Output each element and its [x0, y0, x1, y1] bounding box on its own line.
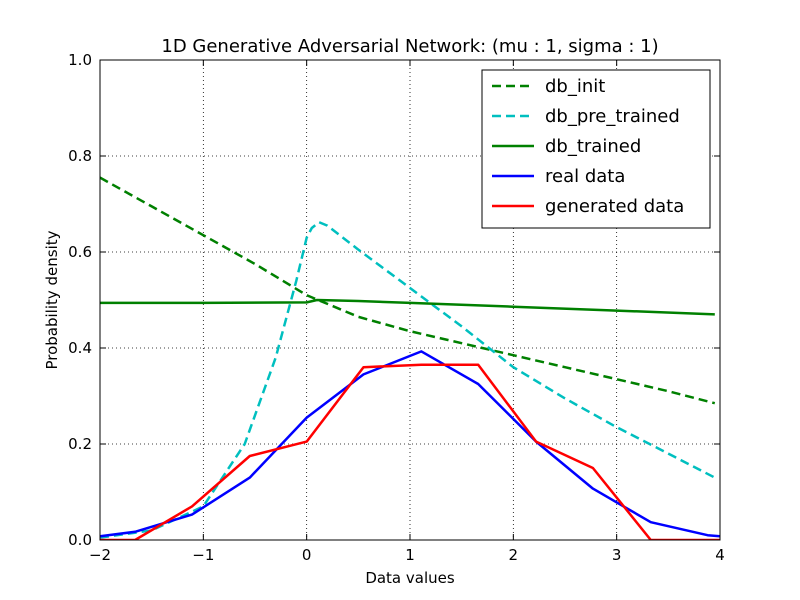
y-tick-label: 0.2	[68, 435, 92, 453]
x-tick-label: 3	[612, 546, 622, 564]
legend-label: db_pre_trained	[545, 106, 680, 127]
series-line-db-init	[100, 176, 716, 405]
y-axis-label: Probability density	[43, 230, 61, 369]
x-tick-label: 1	[405, 546, 415, 564]
y-tick-label: 0.0	[68, 531, 92, 549]
series-line-generated-data	[100, 363, 720, 540]
y-tick-label: 1.0	[68, 51, 92, 69]
legend-label: db_init	[545, 76, 605, 97]
ticks: −2 −1 0 1 2 3 4 0.0 0.2 0.4 0.6 0.8 1.0	[68, 51, 725, 564]
plot-area	[100, 176, 720, 540]
series-line-db-trained	[100, 298, 715, 316]
y-tick-label: 0.8	[68, 147, 92, 165]
legend-box	[481, 69, 711, 229]
x-tick-label: −2	[89, 546, 111, 564]
series-line-real-data	[100, 350, 720, 538]
x-tick-label: −1	[192, 546, 214, 564]
chart-title: 1D Generative Adversarial Network: (mu :…	[161, 36, 658, 57]
y-tick-label: 0.4	[68, 339, 92, 357]
series-line-db-pre-trained	[100, 220, 716, 539]
x-axis-label: Data values	[365, 569, 455, 587]
x-tick-label: 2	[509, 546, 519, 564]
y-tick-label: 0.6	[68, 243, 92, 261]
x-tick-label: 0	[302, 546, 312, 564]
legend-label: db_trained	[545, 136, 641, 157]
legend-label: real data	[545, 166, 625, 187]
x-tick-label: 4	[715, 546, 725, 564]
legend-label: generated data	[545, 196, 684, 217]
